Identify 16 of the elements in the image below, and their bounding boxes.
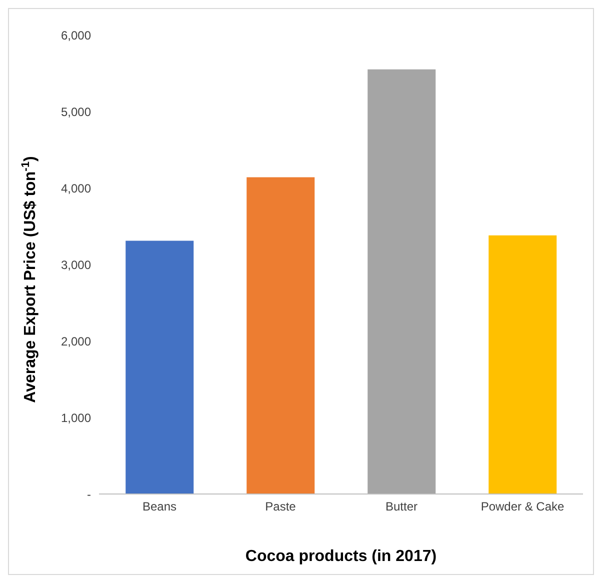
y-tick-label: - xyxy=(87,487,91,502)
x-tick-label: Beans xyxy=(142,500,177,514)
y-tick-label: 1,000 xyxy=(60,410,92,425)
y-tick-label: 4,000 xyxy=(60,181,92,196)
x-tick-label: Butter xyxy=(385,500,418,514)
bar xyxy=(246,177,315,494)
x-axis-title: Cocoa products (in 2017) xyxy=(245,548,437,565)
bar xyxy=(368,69,436,494)
y-tick-label: 6,000 xyxy=(60,28,92,42)
bar xyxy=(488,235,557,494)
y-tick-label: 5,000 xyxy=(60,104,92,119)
y-tick-label: 3,000 xyxy=(60,258,92,272)
x-tick-label: Paste xyxy=(265,500,296,514)
bar xyxy=(126,240,194,494)
x-tick-label: Powder & Cake xyxy=(480,500,565,514)
y-tick-label: 2,000 xyxy=(60,334,92,348)
